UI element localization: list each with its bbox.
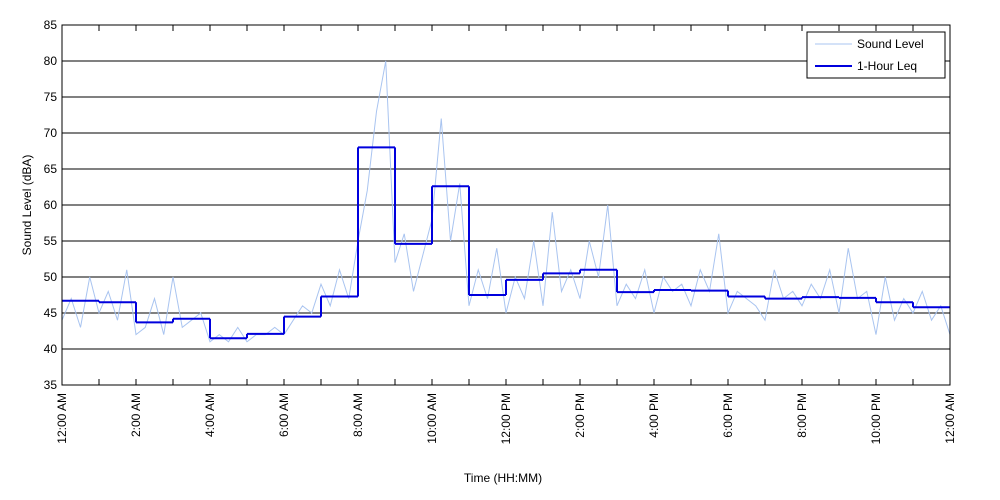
- x-tick-label: 4:00 PM: [647, 393, 661, 438]
- x-tick-label: 6:00 AM: [277, 393, 291, 437]
- x-tick-label: 12:00 AM: [943, 393, 957, 444]
- y-tick-label: 65: [44, 162, 58, 176]
- plot-frame: [61, 24, 951, 386]
- x-tick-label: 8:00 PM: [795, 393, 809, 438]
- legend-box: [806, 31, 946, 79]
- y-tick-label: 40: [44, 342, 58, 356]
- x-tick-label: 2:00 PM: [573, 393, 587, 438]
- x-axis-label: Time (HH:MM): [464, 471, 542, 485]
- y-tick-label: 60: [44, 198, 58, 212]
- x-tick-label: 2:00 AM: [129, 393, 143, 437]
- x-tick-label: 8:00 AM: [351, 393, 365, 437]
- x-tick-label: 10:00 AM: [425, 393, 439, 444]
- y-tick-label: 35: [44, 378, 58, 392]
- legend-label: Sound Level: [857, 37, 924, 51]
- x-tick-label: 12:00 PM: [499, 393, 513, 444]
- x-tick-label: 10:00 PM: [869, 393, 883, 444]
- y-axis-label: Sound Level (dBA): [20, 155, 34, 256]
- x-tick-label: 6:00 PM: [721, 393, 735, 438]
- legend-label: 1-Hour Leq: [857, 59, 917, 73]
- x-tick-label: 12:00 AM: [55, 393, 69, 444]
- y-tick-label: 70: [44, 126, 58, 140]
- y-tick-label: 45: [44, 306, 58, 320]
- y-tick-label: 50: [44, 270, 58, 284]
- y-tick-label: 80: [44, 54, 58, 68]
- y-tick-label: 85: [44, 18, 58, 32]
- y-tick-label: 55: [44, 234, 58, 248]
- y-tick-label: 75: [44, 90, 58, 104]
- series-line: [61, 60, 951, 343]
- x-tick-label: 4:00 AM: [203, 393, 217, 437]
